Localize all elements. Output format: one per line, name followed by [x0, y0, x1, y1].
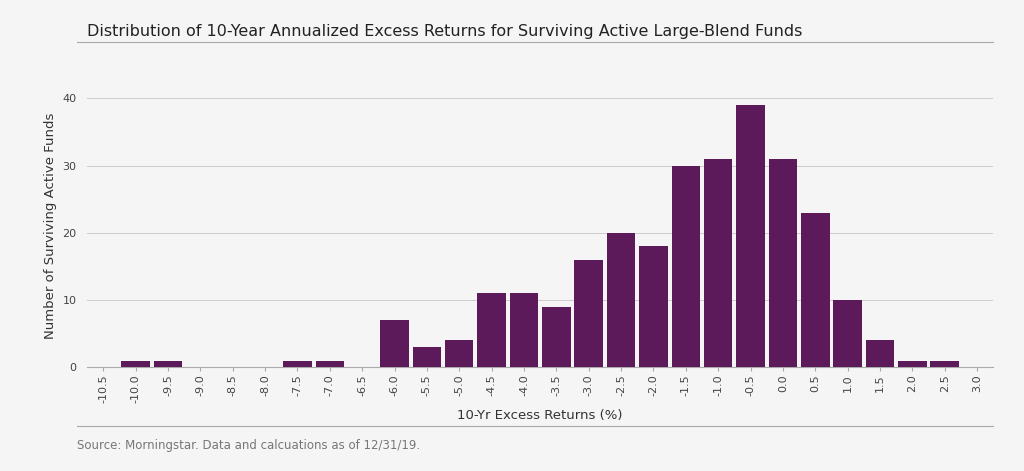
Bar: [672, 165, 700, 367]
Bar: [315, 361, 344, 367]
Bar: [542, 307, 570, 367]
Bar: [769, 159, 797, 367]
Bar: [380, 320, 409, 367]
Bar: [477, 293, 506, 367]
X-axis label: 10-Yr Excess Returns (%): 10-Yr Excess Returns (%): [458, 408, 623, 422]
Bar: [703, 159, 732, 367]
Bar: [574, 260, 603, 367]
Text: Source: Morningstar. Data and calcuations as of 12/31/19.: Source: Morningstar. Data and calcuation…: [77, 439, 420, 452]
Bar: [898, 361, 927, 367]
Bar: [413, 347, 441, 367]
Bar: [445, 341, 473, 367]
Bar: [639, 246, 668, 367]
Bar: [154, 361, 182, 367]
Bar: [510, 293, 539, 367]
Bar: [736, 105, 765, 367]
Text: Distribution of 10-Year Annualized Excess Returns for Surviving Active Large-Ble: Distribution of 10-Year Annualized Exces…: [87, 24, 803, 39]
Bar: [284, 361, 311, 367]
Bar: [607, 233, 635, 367]
Bar: [122, 361, 150, 367]
Y-axis label: Number of Surviving Active Funds: Number of Surviving Active Funds: [44, 113, 57, 339]
Bar: [931, 361, 958, 367]
Bar: [865, 341, 894, 367]
Bar: [834, 300, 862, 367]
Bar: [801, 212, 829, 367]
